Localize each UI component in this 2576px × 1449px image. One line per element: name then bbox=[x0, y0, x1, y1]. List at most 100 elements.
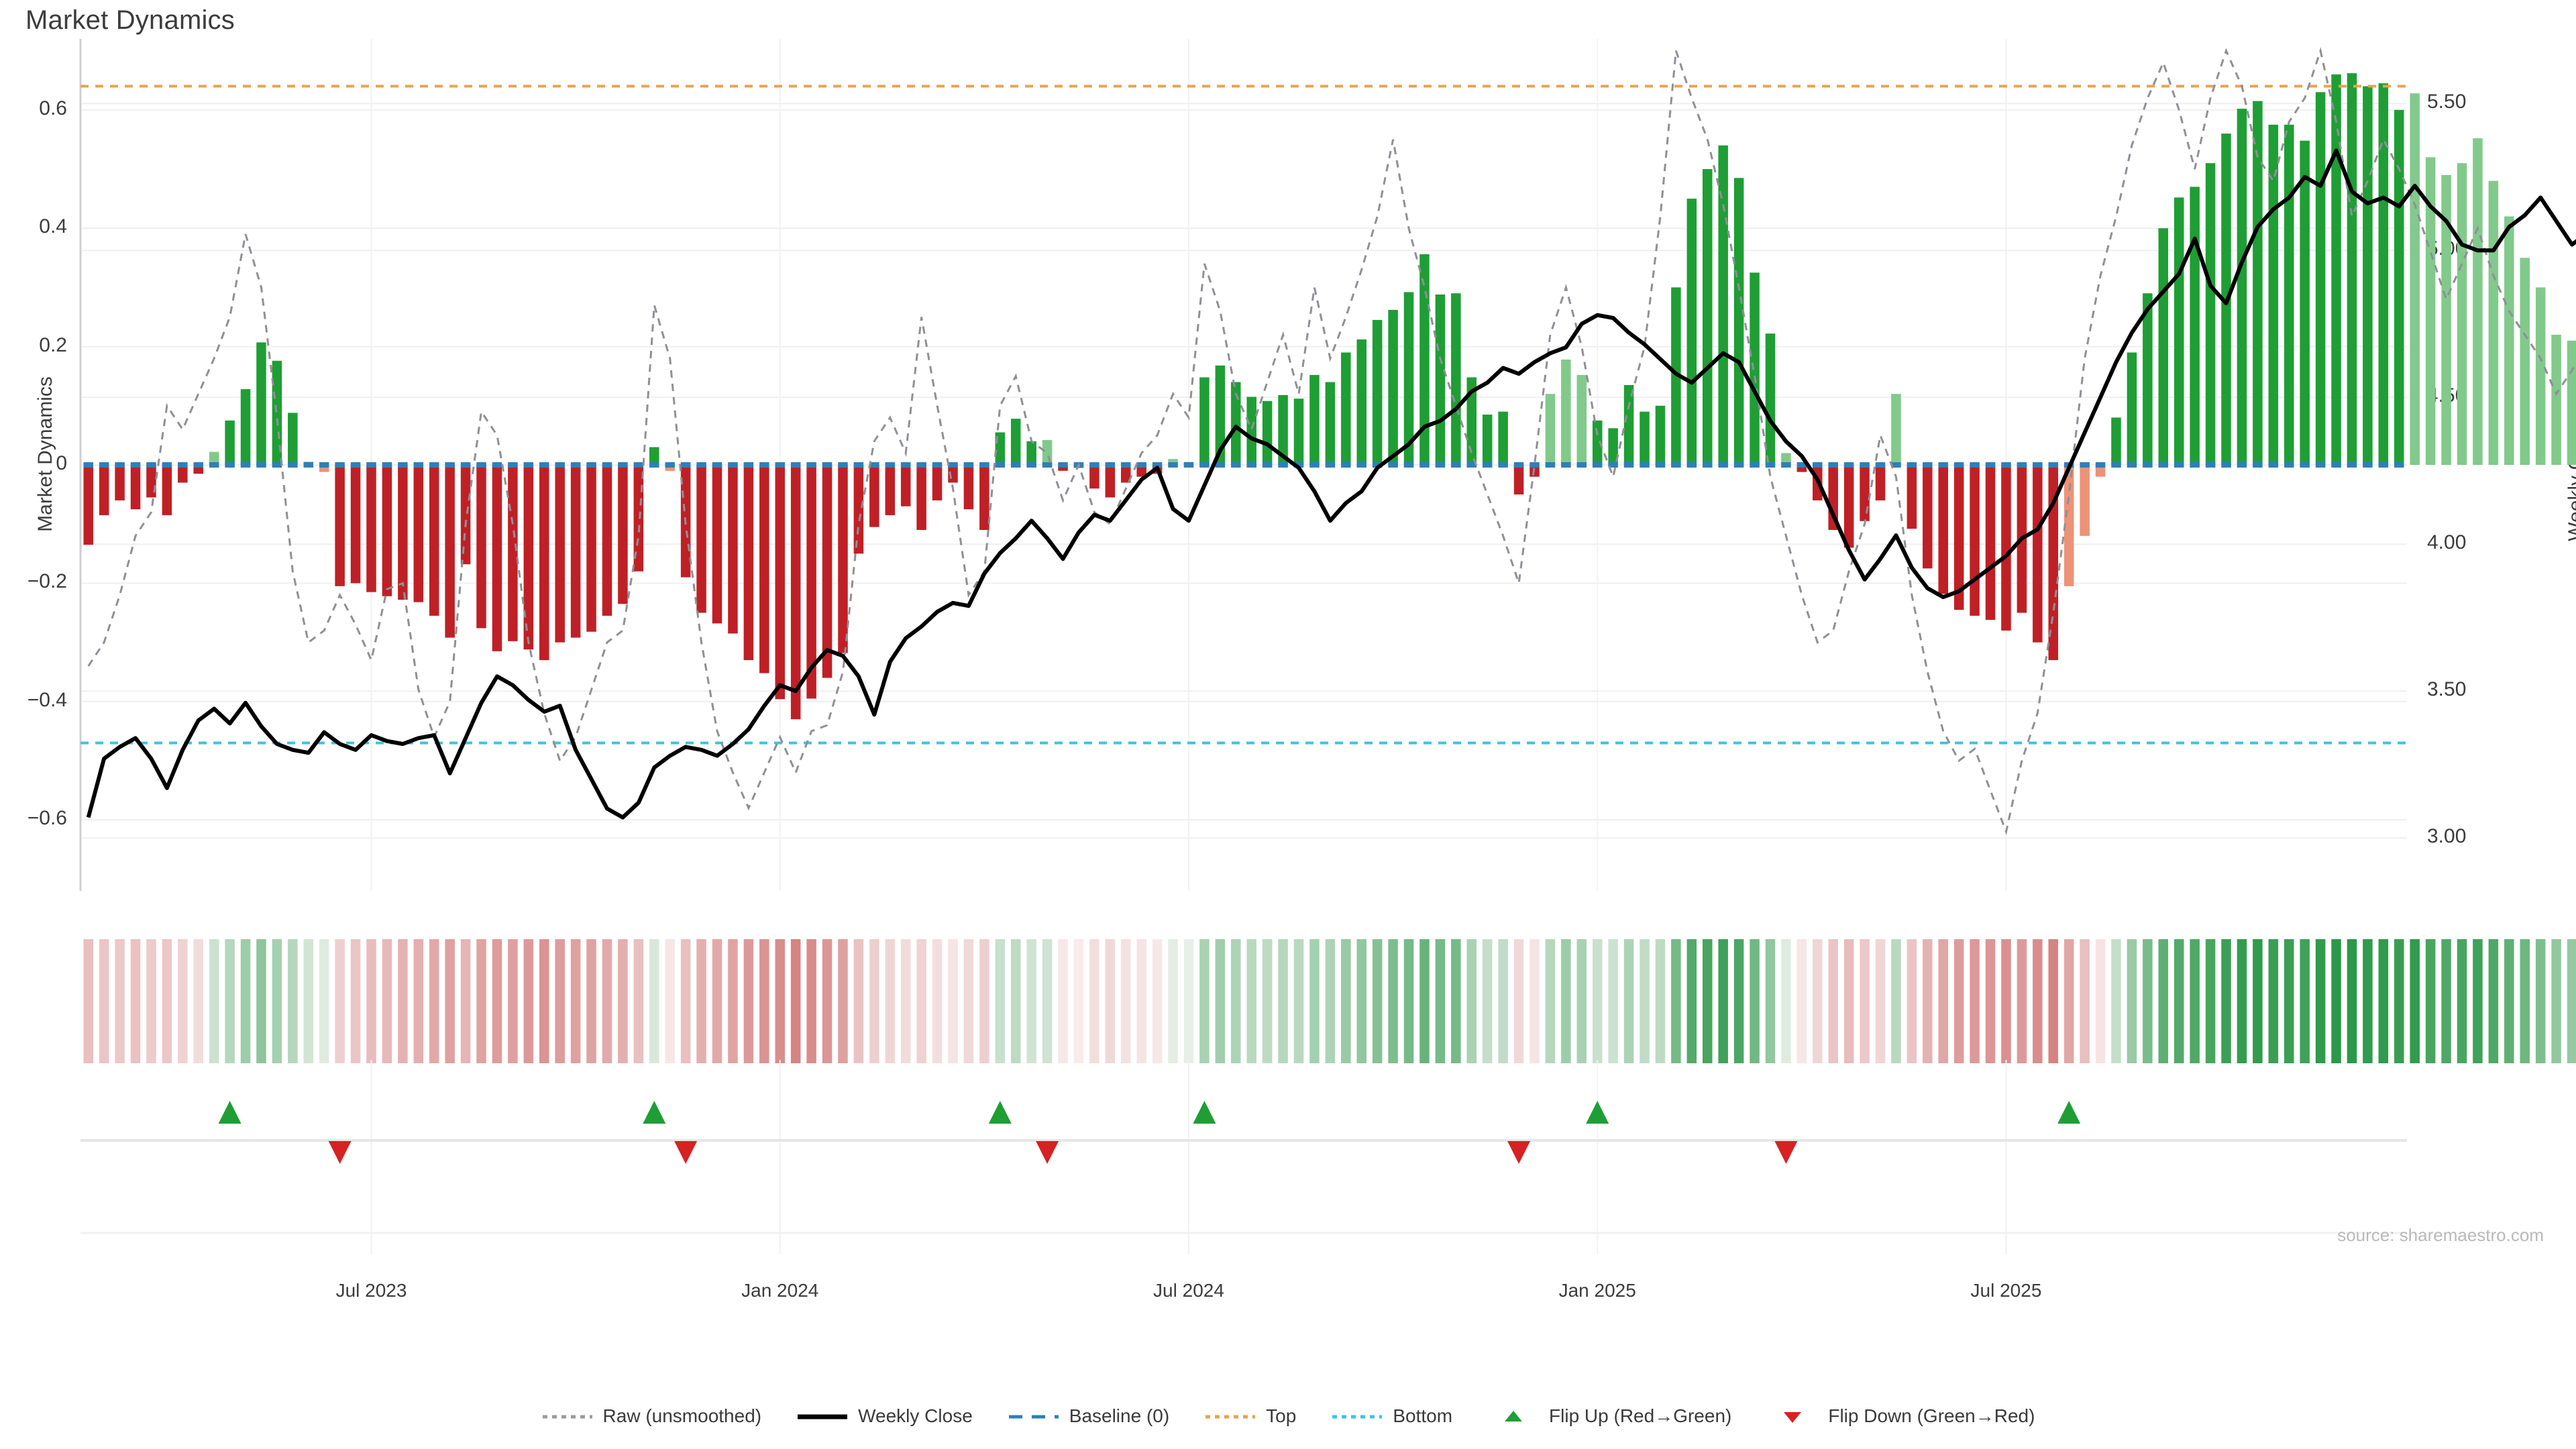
heatmap-cell bbox=[2410, 939, 2420, 1063]
heatmap-cell bbox=[2488, 939, 2499, 1063]
heatmap-cell bbox=[995, 939, 1006, 1063]
bar bbox=[1781, 453, 1791, 465]
heatmap-cell bbox=[1686, 939, 1697, 1063]
bar bbox=[288, 413, 298, 465]
bar bbox=[1733, 178, 1744, 465]
bar bbox=[916, 465, 926, 531]
heatmap-cell bbox=[366, 939, 376, 1063]
bar bbox=[130, 465, 141, 510]
bar bbox=[460, 465, 471, 565]
heatmap-cell bbox=[1561, 939, 1571, 1063]
flip-up-marker bbox=[643, 1101, 666, 1124]
bar bbox=[1482, 415, 1493, 465]
bar bbox=[2394, 109, 2404, 466]
heatmap-cell bbox=[99, 939, 109, 1063]
legend-label: Bottom bbox=[1393, 1405, 1453, 1426]
heatmap-cell bbox=[2378, 939, 2389, 1063]
heatmap-cell bbox=[256, 939, 266, 1063]
weekly-close-line bbox=[86, 148, 2576, 820]
bar bbox=[508, 465, 518, 641]
bar bbox=[539, 465, 549, 661]
bar bbox=[1199, 377, 1210, 465]
heatmap-cell bbox=[240, 939, 251, 1063]
heatmap-cell bbox=[146, 939, 156, 1063]
heatmap-cell bbox=[2268, 939, 2279, 1063]
heatmap-cell bbox=[492, 939, 502, 1063]
bar bbox=[1466, 377, 1477, 465]
bar bbox=[2253, 101, 2263, 465]
heatmap-cell bbox=[1671, 939, 1681, 1063]
heatmap-cell bbox=[2237, 939, 2247, 1063]
heatmap-cell bbox=[476, 939, 486, 1063]
page-title: Market Dynamics bbox=[25, 5, 235, 35]
bar bbox=[665, 465, 675, 471]
heatmap-cell bbox=[1860, 939, 1870, 1063]
heatmap-cell bbox=[1183, 939, 1194, 1063]
heatmap-cell bbox=[1781, 939, 1791, 1063]
heatmap-cell bbox=[1592, 939, 1603, 1063]
legend-label: Flip Up (Red→Green) bbox=[1549, 1405, 1732, 1426]
bar bbox=[2080, 465, 2090, 536]
bar bbox=[932, 465, 943, 500]
heatmap-cell bbox=[1372, 939, 1383, 1063]
heatmap-cell bbox=[1655, 939, 1666, 1063]
bar bbox=[1796, 465, 1807, 472]
legend-label: Top bbox=[1266, 1405, 1297, 1426]
legend-item[interactable]: Bottom bbox=[1331, 1405, 1452, 1427]
legend-item[interactable]: Flip Up (Red→Green) bbox=[1487, 1405, 1731, 1427]
heatmap-cell bbox=[398, 939, 408, 1063]
bar bbox=[1451, 293, 1461, 465]
legend-label: Raw (unsmoothed) bbox=[602, 1405, 762, 1426]
bar bbox=[1623, 384, 1634, 465]
y-tick-left: −0.6 bbox=[27, 807, 67, 830]
heatmap-cell bbox=[979, 939, 989, 1063]
heatmap-cell bbox=[303, 939, 314, 1063]
bar bbox=[1702, 169, 1713, 465]
heatmap-cell bbox=[1765, 939, 1776, 1063]
x-tick: Jul 2023 bbox=[335, 1280, 407, 1301]
y-tick-left: 0.4 bbox=[39, 215, 67, 238]
heatmap-cell bbox=[319, 939, 329, 1063]
heatmap-cell bbox=[1750, 939, 1760, 1063]
heatmap-cell bbox=[1985, 939, 1996, 1063]
bar bbox=[1843, 465, 1854, 548]
bar bbox=[900, 465, 911, 506]
main-chart-panel bbox=[79, 39, 2576, 891]
legend-item[interactable]: Flip Down (Green→Red) bbox=[1766, 1405, 2035, 1427]
legend-item[interactable]: Weekly Close bbox=[796, 1405, 973, 1427]
y-tick-right: 3.50 bbox=[2427, 678, 2467, 701]
bar bbox=[1105, 465, 1116, 498]
heatmap-cell bbox=[1231, 939, 1241, 1063]
heatmap-cell bbox=[1702, 939, 1713, 1063]
chart-legend: Raw (unsmoothed) Weekly Close Baseline (0)… bbox=[0, 1405, 2576, 1427]
bar bbox=[1513, 465, 1524, 495]
bar bbox=[759, 465, 769, 674]
heatmap-cell bbox=[602, 939, 612, 1063]
heatmap-strip-panel bbox=[83, 939, 2576, 1063]
bar bbox=[743, 465, 754, 661]
bar bbox=[1985, 465, 1996, 621]
legend-item[interactable]: Top bbox=[1204, 1405, 1296, 1427]
heatmap-cell bbox=[2441, 939, 2451, 1063]
heatmap-cell bbox=[806, 939, 816, 1063]
heatmap-cell bbox=[1466, 939, 1477, 1063]
x-tick: Jul 2025 bbox=[1970, 1280, 2042, 1301]
heatmap-cell bbox=[555, 939, 565, 1063]
bar bbox=[963, 465, 974, 510]
legend-item[interactable]: Baseline (0) bbox=[1008, 1405, 1169, 1427]
heatmap-cell bbox=[193, 939, 204, 1063]
bar bbox=[1686, 199, 1697, 465]
triangle-up-green-icon bbox=[1505, 1411, 1523, 1421]
bar bbox=[115, 465, 125, 500]
bar bbox=[1907, 465, 1917, 529]
bar bbox=[1891, 394, 1901, 465]
bar bbox=[335, 465, 345, 586]
bar bbox=[1671, 287, 1681, 465]
flip-down-marker bbox=[1036, 1141, 1059, 1164]
legend-item[interactable]: Raw (unsmoothed) bbox=[541, 1405, 762, 1427]
bar bbox=[2315, 92, 2326, 465]
flip-down-marker bbox=[1507, 1141, 1531, 1164]
bar bbox=[2441, 174, 2451, 465]
bar bbox=[1089, 465, 1099, 489]
heatmap-cell bbox=[413, 939, 424, 1063]
